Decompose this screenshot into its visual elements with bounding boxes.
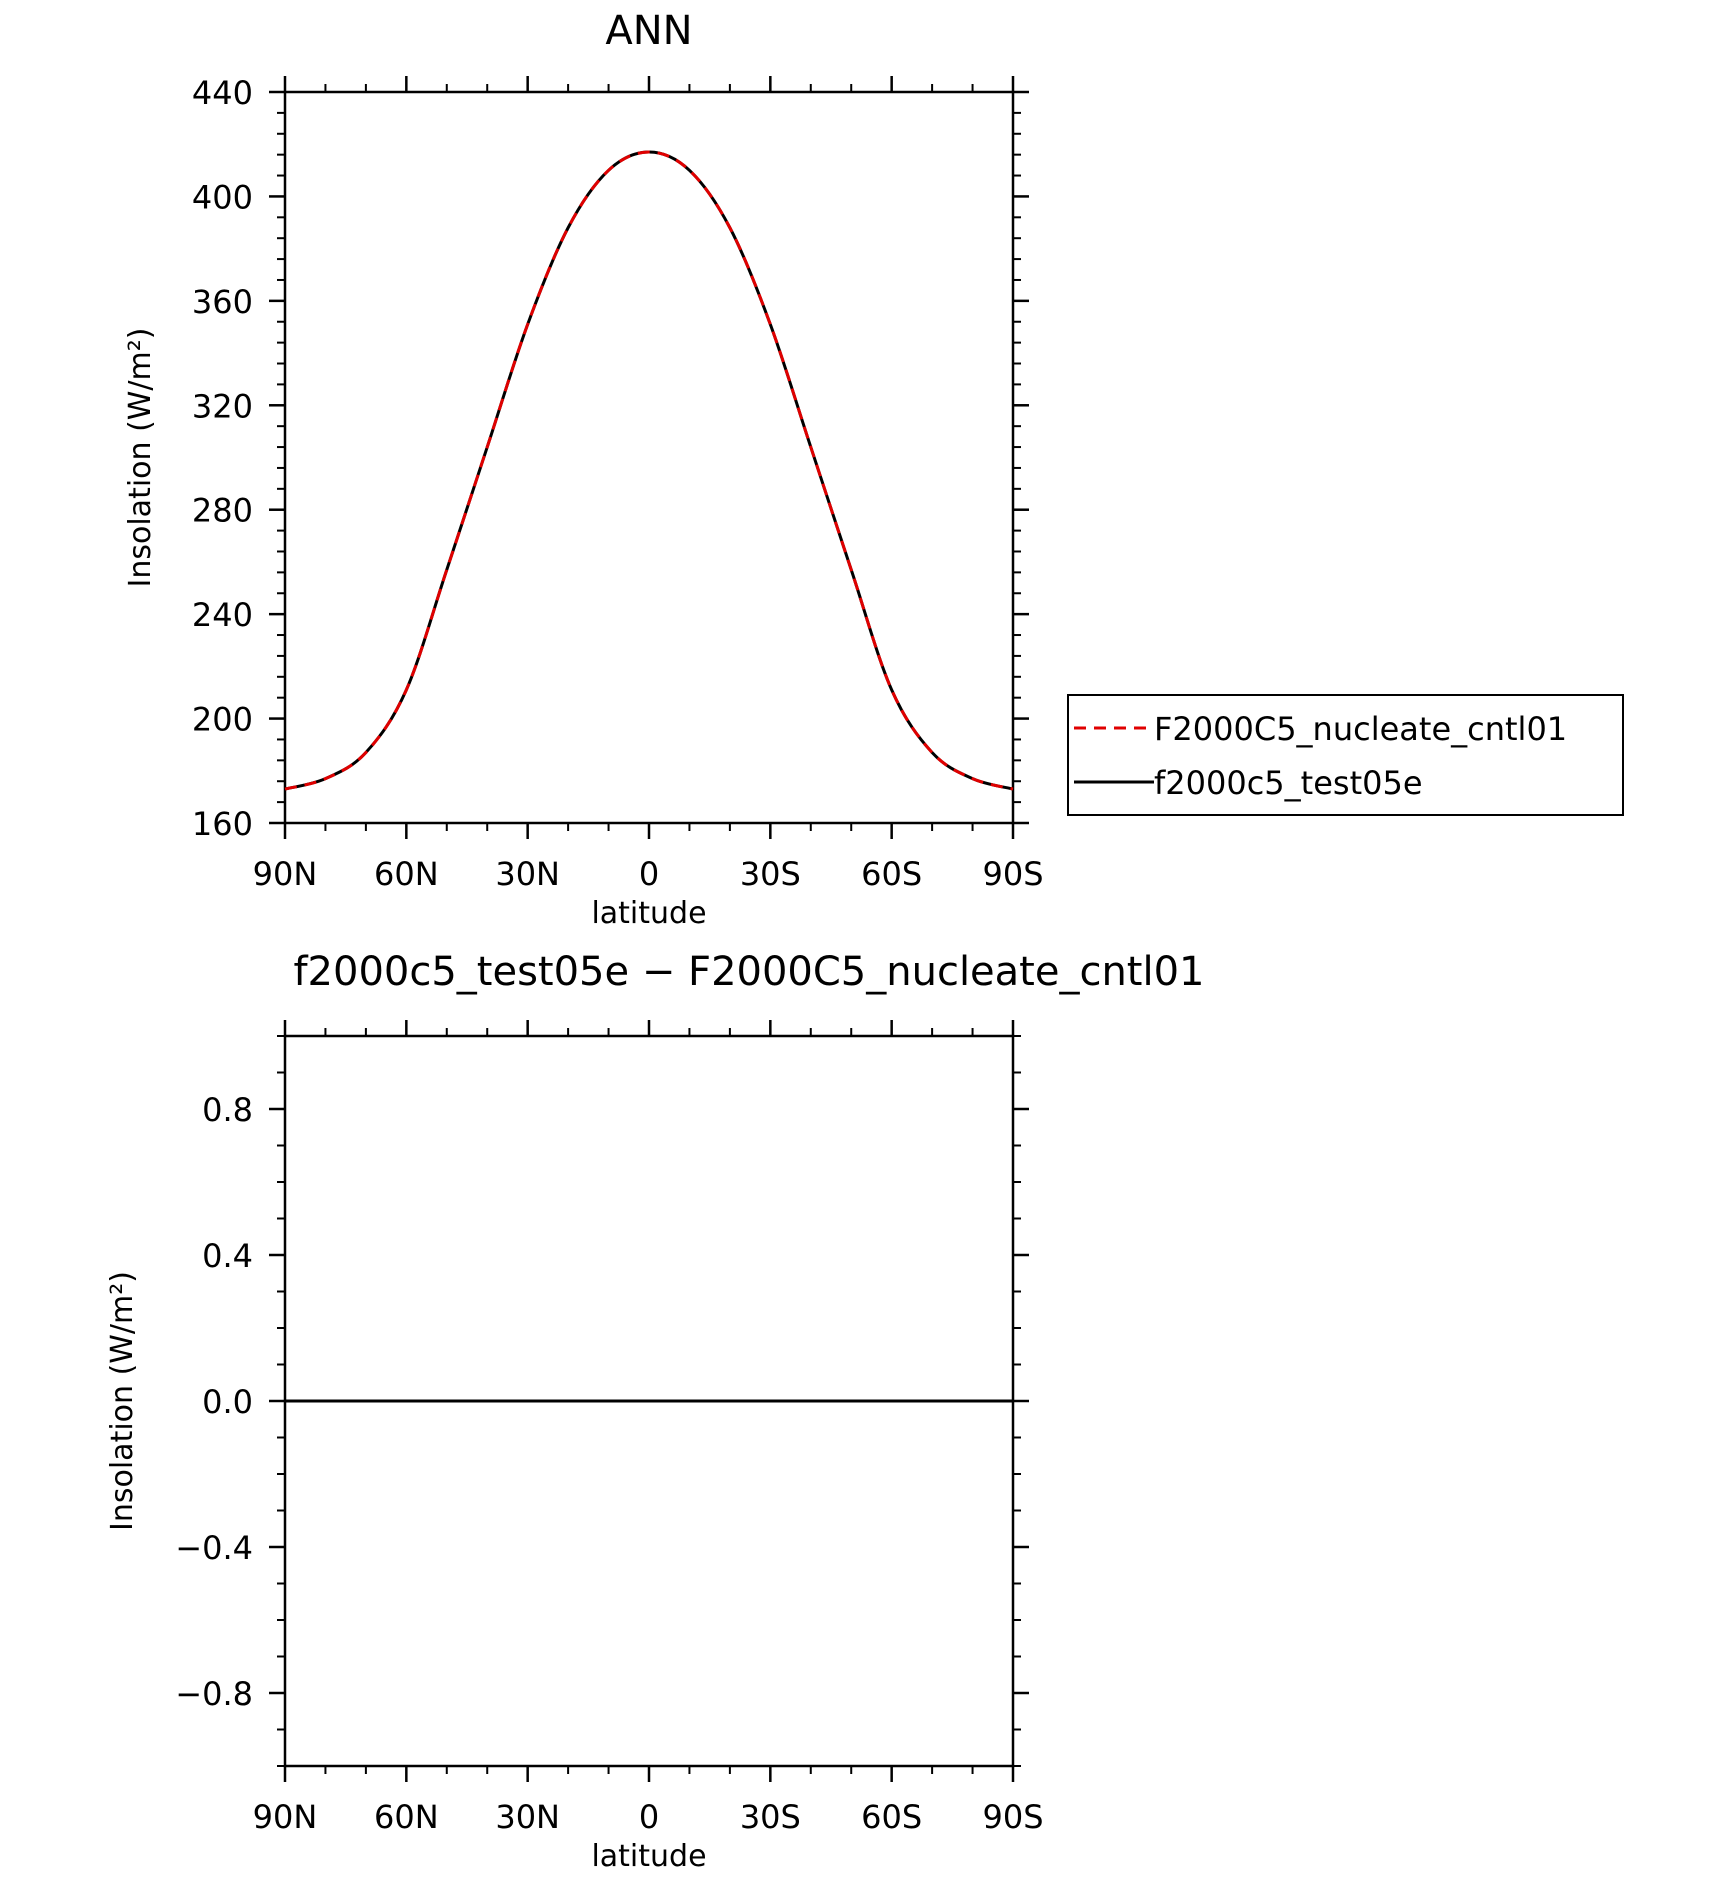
y-tick-label: −0.8: [175, 1675, 253, 1713]
legend-box: [1067, 694, 1624, 816]
legend-label-1: f2000c5_test05e: [1154, 764, 1423, 802]
chart-title: f2000c5_test05e − F2000C5_nucleate_cntl0…: [293, 949, 1204, 995]
x-tick-label: 30N: [495, 855, 560, 893]
y-axis-title: Insolation (W/m²): [105, 1271, 140, 1531]
y-tick-label: 400: [192, 178, 253, 216]
y-tick-label: −0.4: [175, 1529, 253, 1567]
legend-label-0: F2000C5_nucleate_cntl01: [1154, 710, 1567, 748]
x-tick-label: 30N: [495, 1798, 560, 1836]
series-line-0: [284, 150, 1014, 791]
y-tick-label: 0.8: [202, 1091, 253, 1129]
y-tick-label: 200: [192, 701, 253, 739]
difference-panel: f2000c5_test05e − F2000C5_nucleate_cntl0…: [105, 949, 1205, 1874]
x-tick-label: 60S: [861, 855, 922, 893]
y-tick-label: 280: [192, 492, 253, 530]
x-tick-label: 90N: [253, 855, 318, 893]
y-tick-label: 240: [192, 596, 253, 634]
x-tick-label: 60N: [374, 1798, 439, 1836]
x-tick-label: 60S: [861, 1798, 922, 1836]
insolation-panel: ANN 90N 60N 30N 0 30S 60S 90S 160 200 240 280 320 360…: [123, 8, 1624, 931]
y-axis-title: Insolation (W/m²): [123, 328, 158, 588]
x-tick-label: 60N: [374, 855, 439, 893]
x-axis-title: latitude: [591, 896, 706, 931]
y-tick-label: 0.0: [202, 1383, 253, 1421]
y-tick-label: 360: [192, 283, 253, 321]
x-tick-label: 90S: [982, 855, 1043, 893]
x-tick-label: 30S: [740, 855, 801, 893]
x-tick-label: 90N: [253, 1798, 318, 1836]
y-tick-label: 0.4: [202, 1237, 253, 1275]
x-tick-label: 30S: [740, 1798, 801, 1836]
x-tick-label: 0: [639, 855, 659, 893]
series-line-1: [284, 150, 1014, 791]
y-tick-label: 440: [192, 74, 253, 112]
y-tick-label: 320: [192, 387, 253, 425]
y-tick-label: 160: [192, 805, 253, 843]
chart-title: ANN: [605, 8, 692, 54]
x-axis-title: latitude: [591, 1839, 706, 1874]
x-tick-label: 0: [639, 1798, 659, 1836]
x-tick-label: 90S: [982, 1798, 1043, 1836]
